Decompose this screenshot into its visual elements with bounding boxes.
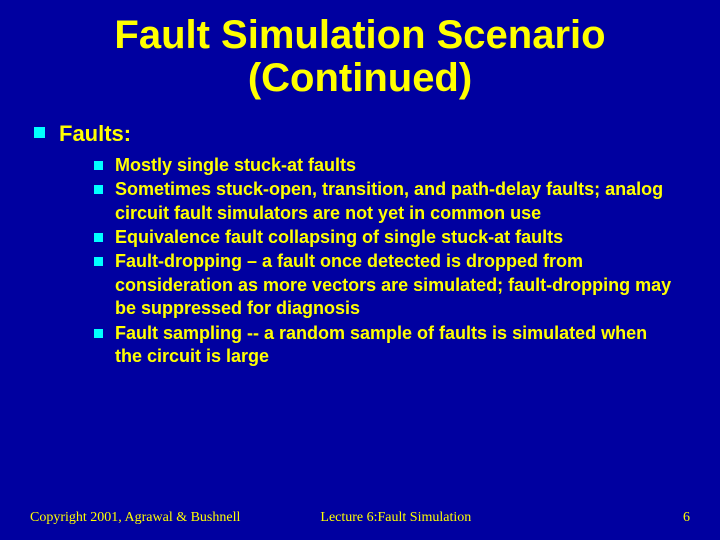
- list-text: Mostly single stuck-at faults: [115, 154, 356, 177]
- list-item-level2: Sometimes stuck-open, transition, and pa…: [94, 178, 690, 225]
- list-text: Fault-dropping – a fault once detected i…: [115, 250, 675, 320]
- footer-page-number: 6: [683, 510, 690, 526]
- square-bullet-icon: [94, 161, 103, 170]
- footer-copyright: Copyright 2001, Agrawal & Bushnell: [30, 510, 240, 526]
- slide-footer: Copyright 2001, Agrawal & Bushnell Lectu…: [0, 510, 720, 526]
- sublist: Mostly single stuck-at faults Sometimes …: [94, 154, 690, 369]
- square-bullet-icon: [94, 185, 103, 194]
- footer-lecture: Lecture 6:Fault Simulation: [240, 510, 683, 526]
- square-bullet-icon: [94, 233, 103, 242]
- list-item-level2: Equivalence fault collapsing of single s…: [94, 226, 690, 249]
- square-bullet-icon: [94, 257, 103, 266]
- list-text: Fault sampling -- a random sample of fau…: [115, 322, 675, 369]
- list-text: Equivalence fault collapsing of single s…: [115, 226, 563, 249]
- list-item-level2: Fault-dropping – a fault once detected i…: [94, 250, 690, 320]
- list-item-level2: Mostly single stuck-at faults: [94, 154, 690, 177]
- slide-body: Faults: Mostly single stuck-at faults So…: [30, 120, 690, 368]
- square-bullet-icon: [34, 127, 45, 138]
- slide-title: Fault Simulation Scenario (Continued): [30, 14, 690, 100]
- square-bullet-icon: [94, 329, 103, 338]
- slide: Fault Simulation Scenario (Continued) Fa…: [0, 0, 720, 540]
- list-heading: Faults:: [59, 120, 131, 148]
- list-item-level2: Fault sampling -- a random sample of fau…: [94, 322, 690, 369]
- list-item-level1: Faults:: [34, 120, 690, 148]
- list-text: Sometimes stuck-open, transition, and pa…: [115, 178, 675, 225]
